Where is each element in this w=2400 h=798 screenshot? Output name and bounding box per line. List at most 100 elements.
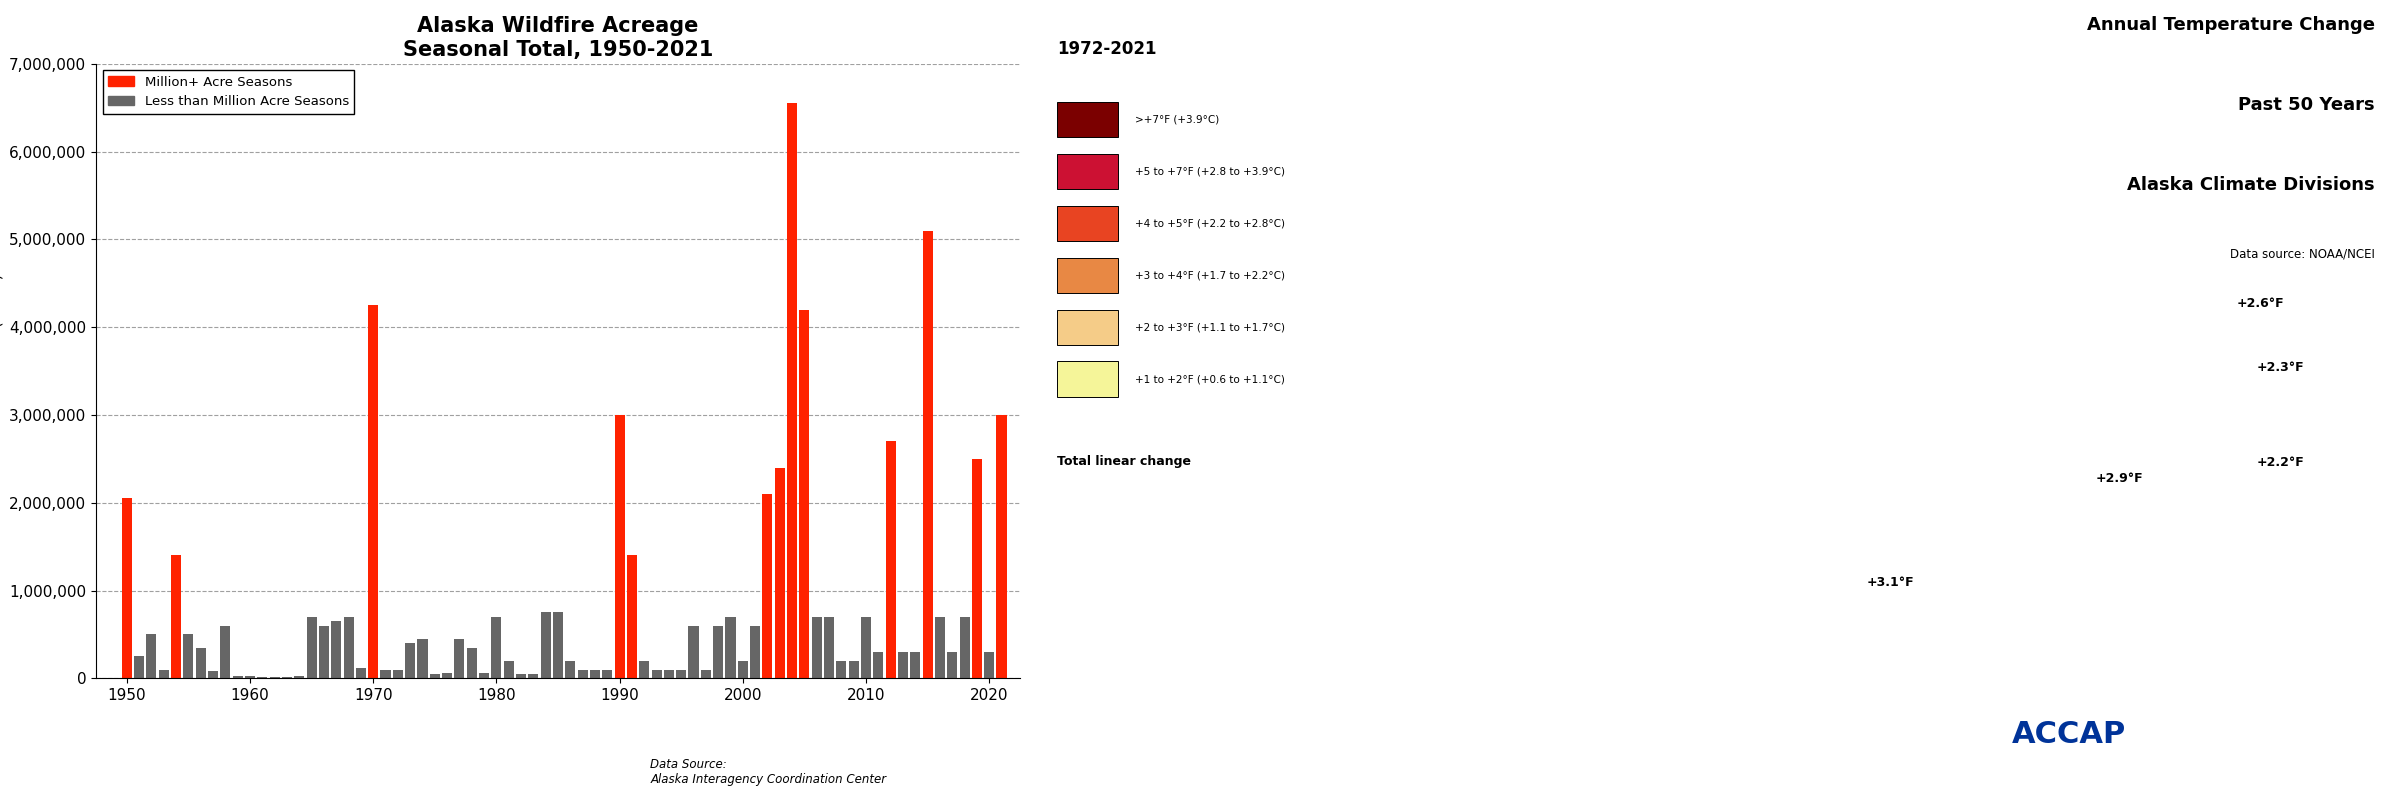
Bar — [122, 498, 132, 678]
Bar — [430, 674, 439, 678]
Bar — [442, 673, 451, 678]
Bar — [197, 648, 206, 678]
Bar — [996, 415, 1006, 678]
Title: Alaska Wildfire Acreage
Seasonal Total, 1950-2021: Alaska Wildfire Acreage Seasonal Total, … — [403, 16, 713, 60]
FancyBboxPatch shape — [1058, 206, 1118, 241]
Text: +2.2°F: +2.2°F — [2256, 456, 2304, 469]
Bar — [367, 306, 379, 678]
Bar — [566, 661, 576, 678]
Bar — [540, 613, 550, 678]
FancyBboxPatch shape — [1058, 361, 1118, 397]
Bar — [874, 652, 883, 678]
Bar — [343, 617, 353, 678]
Text: +5 to +7°F (+2.8 to +3.9°C): +5 to +7°F (+2.8 to +3.9°C) — [1135, 167, 1286, 176]
Bar — [233, 676, 242, 678]
Text: +2 to +3°F (+1.1 to +1.7°C): +2 to +3°F (+1.1 to +1.7°C) — [1135, 322, 1286, 332]
Text: +2.3°F: +2.3°F — [2256, 361, 2304, 373]
Bar — [972, 459, 982, 678]
Bar — [480, 673, 490, 678]
Text: Alaska Climate Divisions: Alaska Climate Divisions — [2126, 176, 2374, 194]
Bar — [862, 617, 871, 678]
Bar — [701, 670, 710, 678]
Bar — [466, 648, 478, 678]
Bar — [626, 555, 636, 678]
Text: +1 to +2°F (+0.6 to +1.1°C): +1 to +2°F (+0.6 to +1.1°C) — [1135, 374, 1286, 384]
Bar — [936, 617, 946, 678]
Bar — [516, 674, 526, 678]
Bar — [146, 634, 156, 678]
Text: Past 50 Years: Past 50 Years — [2237, 96, 2374, 114]
Text: Data Source:
Alaska Interagency Coordination Center: Data Source: Alaska Interagency Coordina… — [650, 758, 886, 786]
Text: Total linear change: Total linear change — [1058, 455, 1190, 468]
FancyBboxPatch shape — [1058, 154, 1118, 189]
Bar — [602, 670, 612, 678]
Bar — [614, 415, 624, 678]
Bar — [751, 626, 761, 678]
Bar — [281, 677, 293, 678]
Text: Data source: NOAA/NCEI: Data source: NOAA/NCEI — [2230, 247, 2374, 260]
FancyBboxPatch shape — [1058, 310, 1118, 345]
Bar — [307, 617, 317, 678]
Bar — [245, 676, 254, 678]
Bar — [209, 671, 218, 678]
Text: Annual Temperature Change: Annual Temperature Change — [2086, 16, 2374, 34]
Bar — [418, 638, 427, 678]
Bar — [850, 661, 859, 678]
Text: +3 to +4°F (+1.7 to +2.2°C): +3 to +4°F (+1.7 to +2.2°C) — [1135, 271, 1286, 280]
Bar — [355, 668, 365, 678]
Bar — [725, 617, 734, 678]
Bar — [665, 670, 674, 678]
Bar — [948, 652, 958, 678]
Bar — [578, 670, 588, 678]
Bar — [528, 674, 538, 678]
Bar — [775, 468, 785, 678]
Bar — [394, 670, 403, 678]
Bar — [382, 670, 391, 678]
Text: +3.1°F: +3.1°F — [1867, 576, 1915, 589]
Bar — [182, 634, 194, 678]
Bar — [677, 670, 686, 678]
Bar — [158, 670, 168, 678]
Text: +2.9°F: +2.9°F — [2095, 472, 2143, 485]
Bar — [922, 231, 934, 678]
Bar — [984, 652, 994, 678]
Bar — [319, 626, 329, 678]
Bar — [454, 638, 466, 678]
Bar — [331, 621, 341, 678]
Bar — [910, 652, 919, 678]
Y-axis label: Total Area Burned (Acres): Total Area Burned (Acres) — [0, 274, 2, 468]
Text: +4 to +5°F (+2.2 to +2.8°C): +4 to +5°F (+2.2 to +2.8°C) — [1135, 219, 1286, 228]
Text: >+7°F (+3.9°C): >+7°F (+3.9°C) — [1135, 115, 1219, 124]
Bar — [638, 661, 650, 678]
FancyBboxPatch shape — [1058, 258, 1118, 293]
Bar — [492, 617, 502, 678]
Text: ACCAP: ACCAP — [2011, 720, 2126, 749]
Bar — [552, 613, 564, 678]
Bar — [590, 670, 600, 678]
Bar — [504, 661, 514, 678]
Bar — [257, 677, 266, 678]
Bar — [823, 617, 835, 678]
Text: +2.6°F: +2.6°F — [2237, 297, 2285, 310]
Text: 1972-2021: 1972-2021 — [1058, 40, 1157, 58]
FancyBboxPatch shape — [1058, 102, 1118, 137]
Bar — [713, 626, 722, 678]
Bar — [134, 656, 144, 678]
Bar — [799, 310, 809, 678]
Bar — [269, 677, 281, 678]
Bar — [170, 555, 180, 678]
Bar — [898, 652, 907, 678]
Bar — [763, 494, 773, 678]
Bar — [960, 617, 970, 678]
Legend: Million+ Acre Seasons, Less than Million Acre Seasons: Million+ Acre Seasons, Less than Million… — [103, 70, 355, 113]
Bar — [221, 626, 230, 678]
Bar — [787, 103, 797, 678]
Bar — [811, 617, 821, 678]
Bar — [886, 441, 895, 678]
Bar — [406, 643, 415, 678]
Bar — [689, 626, 698, 678]
Bar — [295, 676, 305, 678]
Bar — [737, 661, 749, 678]
Bar — [650, 670, 662, 678]
Bar — [835, 661, 847, 678]
